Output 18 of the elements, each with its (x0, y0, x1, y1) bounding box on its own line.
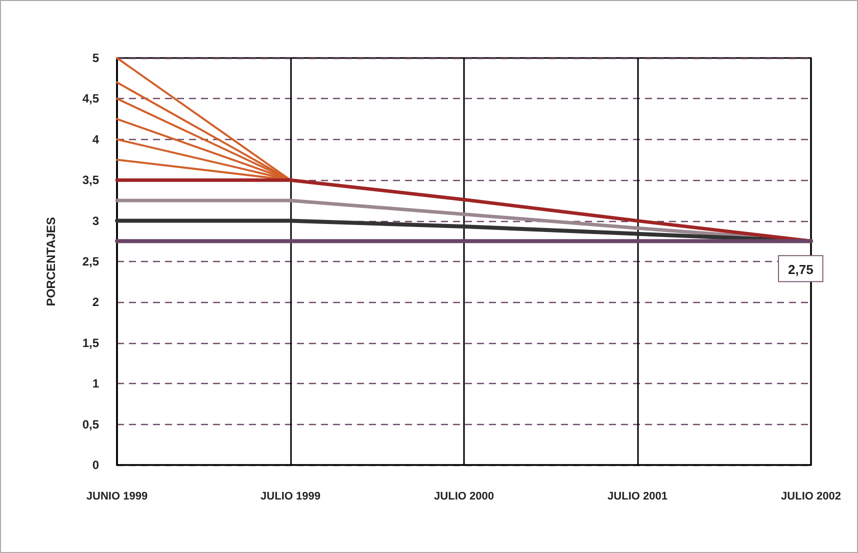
x-tick-label: JULIO 2001 (608, 490, 668, 502)
y-axis-title: PORCENTAJES (44, 216, 58, 306)
y-tick-label: 4,5 (82, 92, 100, 106)
y-tick-label: 2,5 (82, 254, 100, 268)
y-tick-label: 0 (92, 458, 100, 472)
y-tick-label: 5 (92, 51, 100, 65)
x-tick-label: JUNIO 1999 (86, 490, 148, 502)
x-tick-label: JULIO 2000 (434, 490, 494, 502)
y-tick-label: 3,5 (82, 173, 100, 188)
y-tick-label: 1 (92, 376, 100, 391)
y-tick-label: 2 (92, 295, 100, 310)
y-tick-label: 0,5 (82, 417, 100, 432)
y-tick-label: 1,5 (82, 336, 100, 350)
y-tick-label: 3 (92, 214, 100, 228)
annotation: 2,75 (788, 262, 814, 278)
y-tick-label: 4 (92, 132, 100, 146)
x-tick-label: JULIO 2002 (781, 490, 841, 502)
x-tick-label: JULIO 1999 (260, 490, 320, 502)
